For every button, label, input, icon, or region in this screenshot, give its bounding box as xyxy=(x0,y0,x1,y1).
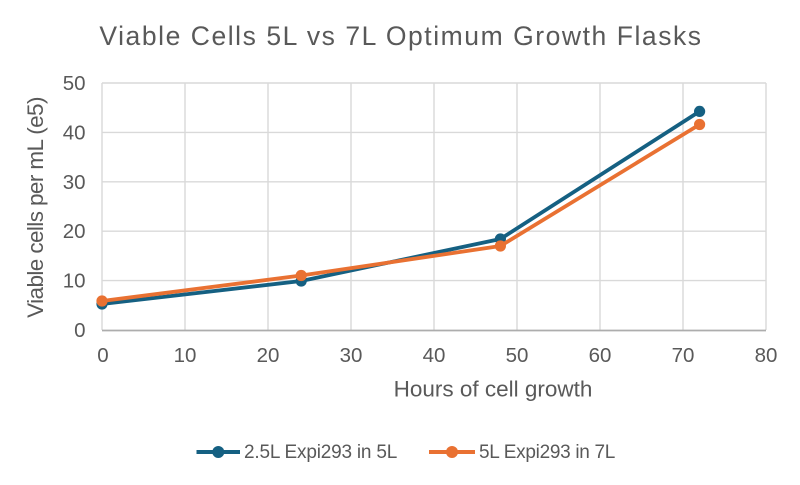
svg-text:2.5L Expi293 in 5L: 2.5L Expi293 in 5L xyxy=(244,442,397,463)
svg-text:30: 30 xyxy=(63,171,86,194)
svg-text:10: 10 xyxy=(63,270,86,293)
svg-text:60: 60 xyxy=(589,344,612,367)
svg-text:5L Expi293 in 7L: 5L Expi293 in 7L xyxy=(479,442,615,463)
svg-text:Hours of cell growth: Hours of cell growth xyxy=(394,377,593,402)
svg-text:Viable Cells 5L vs 7L Optimum: Viable Cells 5L vs 7L Optimum Growth Fla… xyxy=(99,21,702,51)
svg-text:10: 10 xyxy=(174,344,197,367)
svg-text:Viable cells per mL (e5): Viable cells per mL (e5) xyxy=(23,97,48,318)
svg-text:20: 20 xyxy=(63,220,86,243)
svg-text:50: 50 xyxy=(63,72,86,95)
svg-text:20: 20 xyxy=(257,344,280,367)
svg-text:0: 0 xyxy=(74,319,85,342)
svg-text:80: 80 xyxy=(755,344,778,367)
svg-text:70: 70 xyxy=(672,344,695,367)
svg-text:50: 50 xyxy=(506,344,529,367)
svg-text:0: 0 xyxy=(97,344,108,367)
svg-text:30: 30 xyxy=(340,344,363,367)
svg-text:40: 40 xyxy=(63,121,86,144)
svg-text:40: 40 xyxy=(423,344,446,367)
